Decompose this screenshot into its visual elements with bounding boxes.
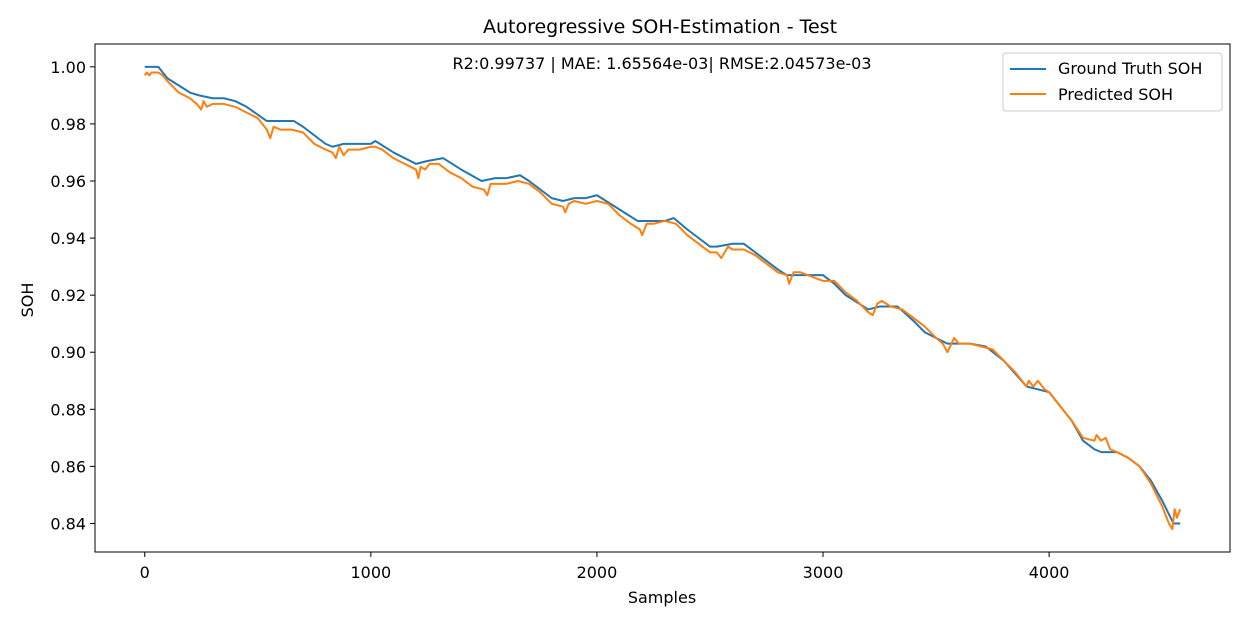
metrics-annotation: R2:0.99737 | MAE: 1.65564e-03| RMSE:2.04…: [452, 54, 871, 73]
x-tick-label: 2000: [577, 563, 618, 582]
series-lines: [143, 65, 1182, 531]
y-tick-label: 0.86: [50, 457, 86, 476]
y-axis-title: SOH: [18, 283, 37, 318]
x-tick-label: 3000: [803, 563, 844, 582]
y-tick-label: 0.88: [50, 400, 86, 419]
chart-title: Autoregressive SOH-Estimation - Test: [483, 16, 837, 38]
x-tick-label: 4000: [1029, 563, 1070, 582]
legend-label-predicted: Predicted SOH: [1058, 85, 1173, 104]
y-axis-ticks: 0.84 0.86 0.88 0.90 0.92 0.94 0.96 0.98 1.00: [50, 58, 95, 533]
predicted-soh-line: [143, 71, 1182, 531]
y-tick-label: 0.98: [50, 115, 86, 134]
legend-box: [1002, 52, 1223, 112]
legend-label-ground-truth: Ground Truth SOH: [1058, 59, 1202, 78]
y-tick-label: 0.96: [50, 172, 86, 191]
ground-truth-soh-line: [144, 65, 1181, 525]
y-tick-label: 0.94: [50, 229, 86, 248]
legend: Ground Truth SOH Predicted SOH: [1002, 52, 1223, 112]
y-tick-label: 0.90: [50, 343, 86, 362]
y-tick-label: 1.00: [50, 58, 86, 77]
x-axis-ticks: 0 1000 2000 3000 4000: [140, 552, 1070, 582]
y-tick-label: 0.92: [50, 286, 86, 305]
x-tick-label: 1000: [350, 563, 391, 582]
y-tick-label: 0.84: [50, 514, 86, 533]
x-axis-title: Samples: [628, 588, 696, 607]
x-tick-label: 0: [140, 563, 150, 582]
plot-frame: [94, 43, 1231, 553]
